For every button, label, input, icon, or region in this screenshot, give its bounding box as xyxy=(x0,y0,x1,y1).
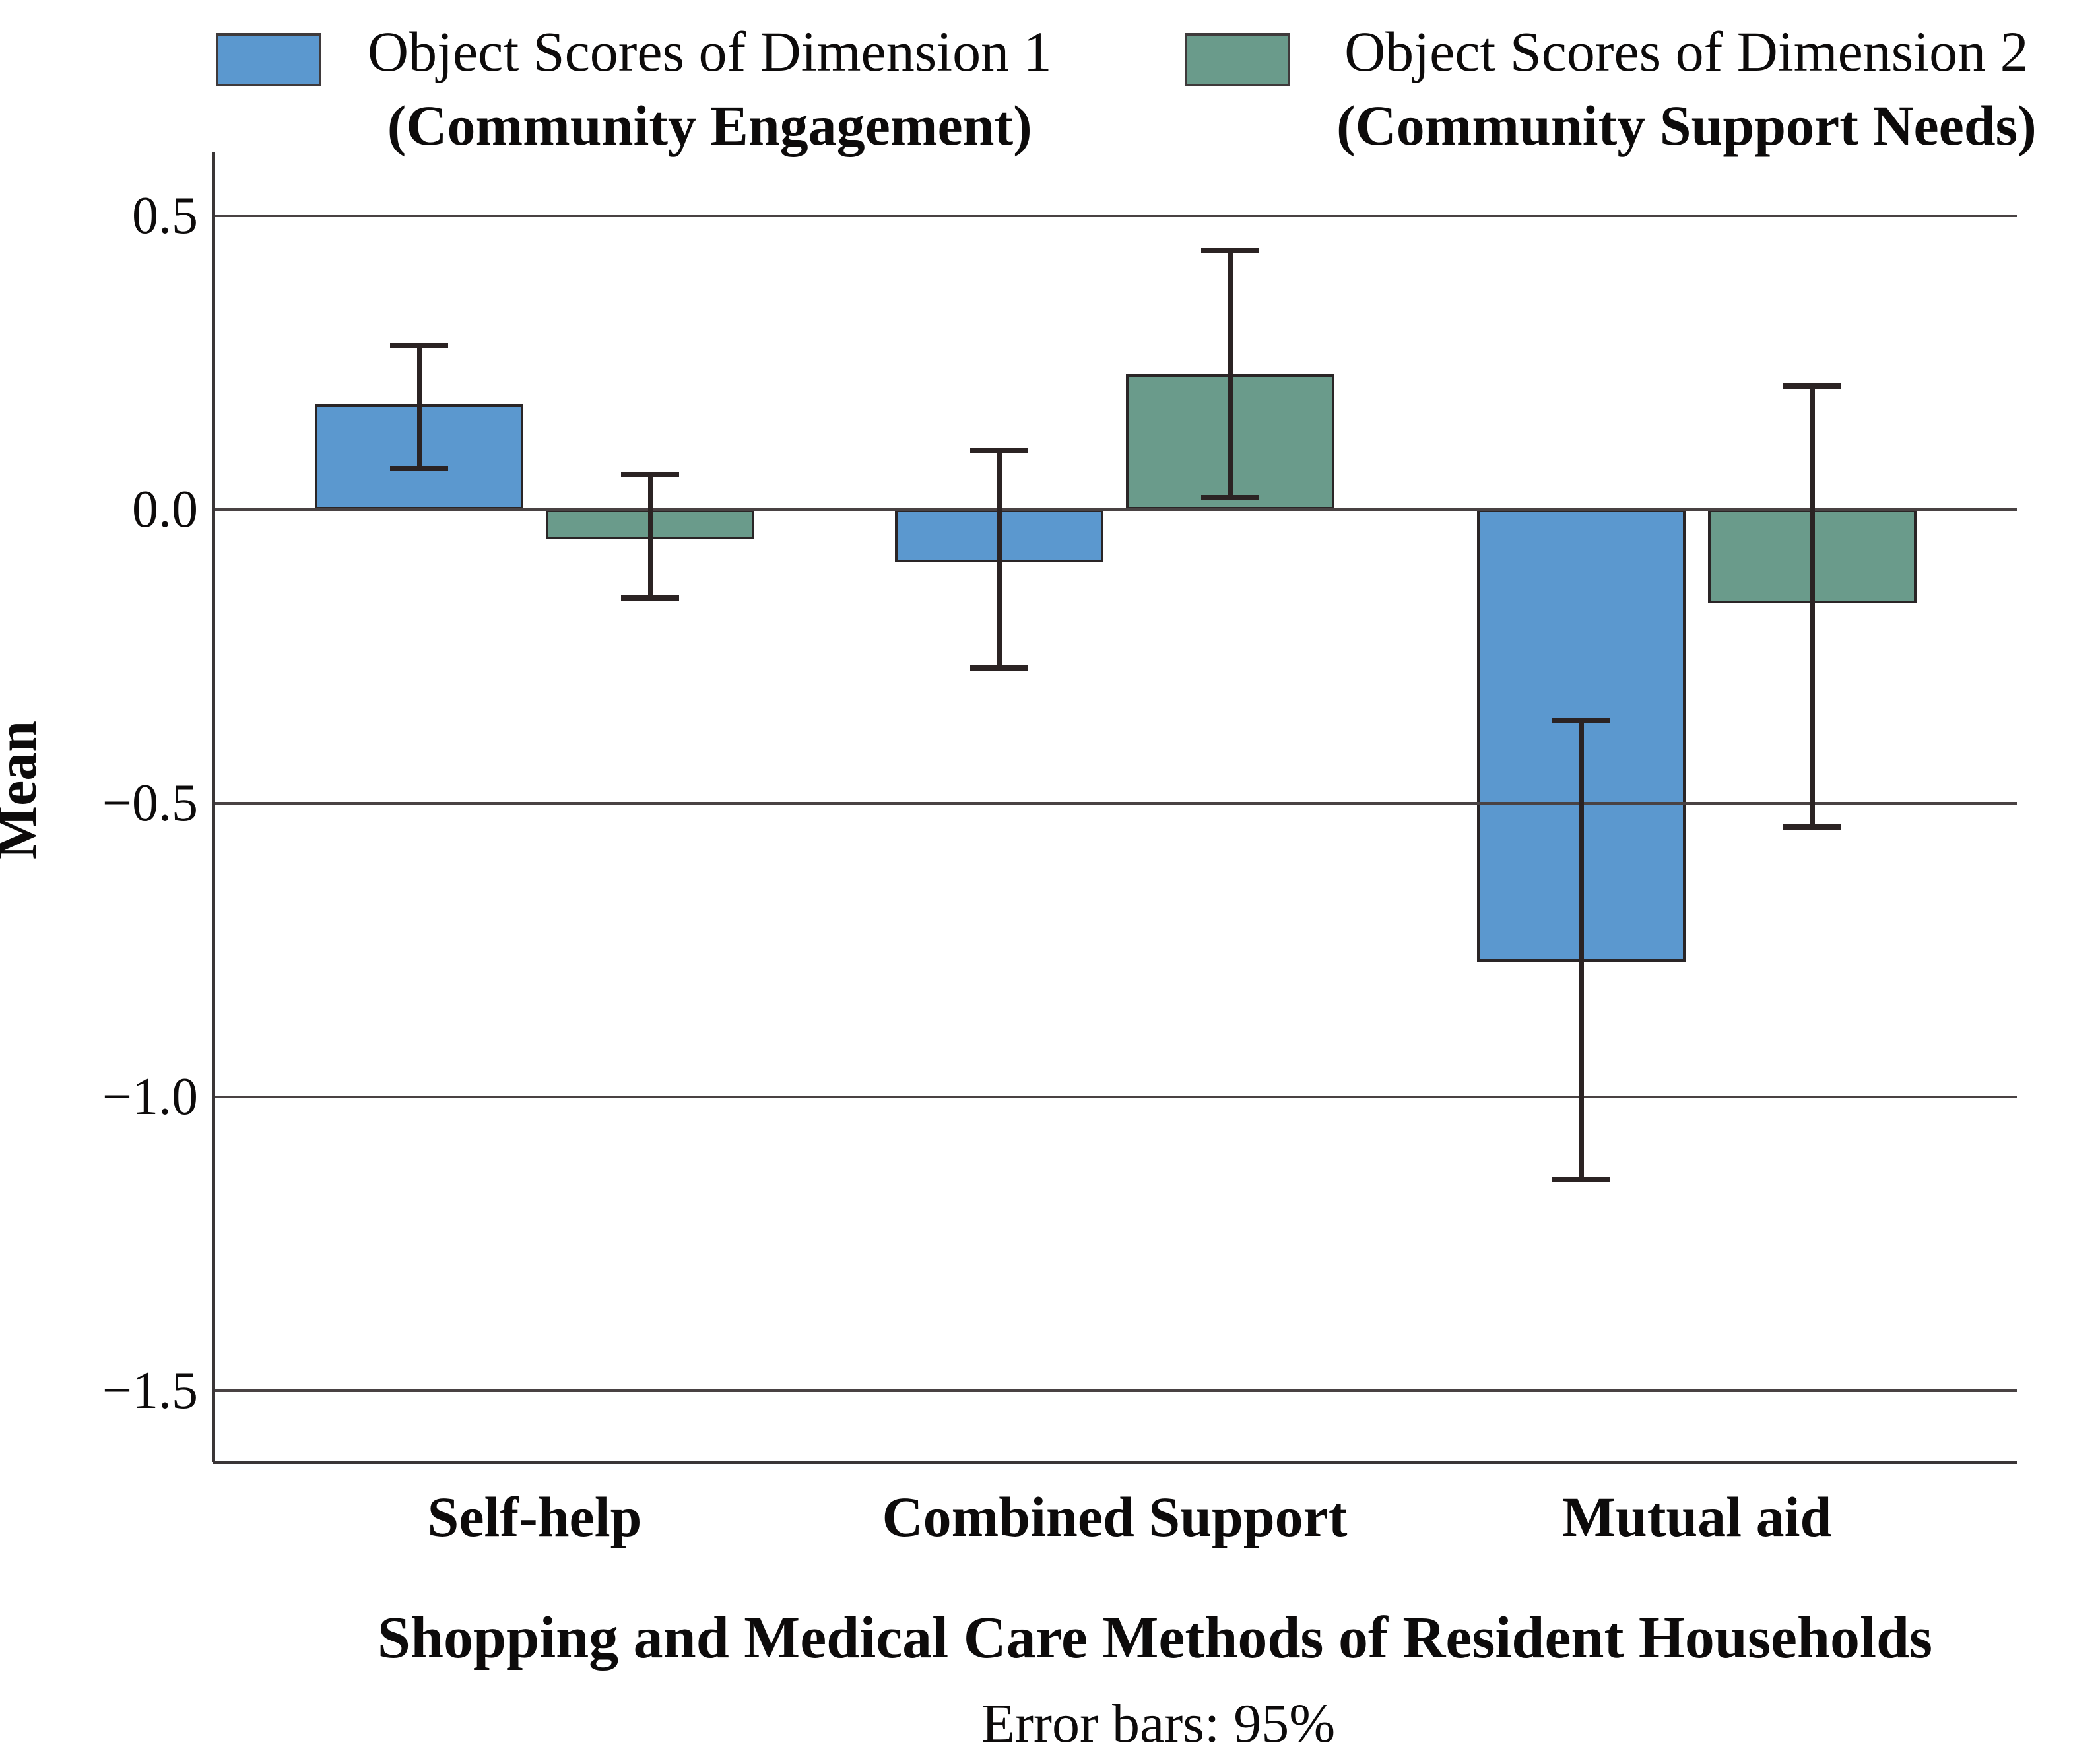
error-bar-cap-high-self-help-series-1 xyxy=(390,342,448,348)
error-bars-footnote: Error bars: 95% xyxy=(981,1693,1336,1754)
legend-text-dimension-1: Object Scores of Dimension 1 (Community … xyxy=(368,15,1052,162)
error-bar-cap-low-combined-support-series-1 xyxy=(970,665,1028,671)
error-bar-cap-low-mutual-aid-series-1 xyxy=(1552,1176,1610,1182)
y-tick-label: −1.0 xyxy=(102,1068,198,1126)
error-bar-cap-low-self-help-series-2 xyxy=(621,595,679,601)
gridline-−0.5 xyxy=(213,802,2017,805)
error-bar-cap-high-combined-support-series-1 xyxy=(970,448,1028,453)
error-bar-cap-low-combined-support-series-2 xyxy=(1201,495,1259,501)
error-bar-cap-high-self-help-series-2 xyxy=(621,471,679,477)
x-tick-label-combined-support: Combined Support xyxy=(882,1485,1348,1548)
error-bar-cap-high-mutual-aid-series-1 xyxy=(1552,718,1610,724)
legend-sublabel-dimension-1: (Community Engagement) xyxy=(387,94,1032,157)
gridline-−1.5 xyxy=(213,1389,2017,1392)
legend-swatch-dimension-1 xyxy=(216,33,321,86)
gridline-0.5 xyxy=(213,215,2017,217)
y-tick-label: 0.0 xyxy=(132,481,198,539)
error-bar-line-mutual-aid-series-1 xyxy=(1579,721,1584,1179)
x-axis-title: Shopping and Medical Care Methods of Res… xyxy=(377,1605,1933,1671)
gridline-0.0 xyxy=(213,508,2017,511)
error-bar-cap-high-mutual-aid-series-2 xyxy=(1783,383,1841,389)
error-bar-cap-high-combined-support-series-2 xyxy=(1201,248,1259,254)
error-bar-line-combined-support-series-2 xyxy=(1228,251,1233,498)
y-tick-label: 0.5 xyxy=(132,187,198,245)
y-tick-label: −1.5 xyxy=(102,1362,198,1420)
error-bar-line-self-help-series-2 xyxy=(647,474,653,598)
error-bar-line-self-help-series-1 xyxy=(416,345,422,469)
legend-text-dimension-2: Object Scores of Dimension 2 (Community … xyxy=(1336,15,2037,162)
legend-swatch-dimension-2 xyxy=(1185,33,1290,86)
x-axis-spine xyxy=(213,1461,2017,1464)
legend-label-dimension-2: Object Scores of Dimension 2 xyxy=(1344,20,2029,83)
y-tick-label: −0.5 xyxy=(102,774,198,832)
x-tick-label-self-help: Self-help xyxy=(427,1485,642,1548)
legend-item-dimension-1: Object Scores of Dimension 1 (Community … xyxy=(216,15,1052,162)
error-bar-cap-low-mutual-aid-series-2 xyxy=(1783,824,1841,830)
gridline-−1.0 xyxy=(213,1096,2017,1098)
legend-sublabel-dimension-2: (Community Support Needs) xyxy=(1336,94,2037,157)
error-bar-cap-low-self-help-series-1 xyxy=(390,465,448,471)
legend-label-dimension-1: Object Scores of Dimension 1 xyxy=(368,20,1052,83)
error-bar-line-combined-support-series-1 xyxy=(997,451,1002,669)
x-tick-label-mutual-aid: Mutual aid xyxy=(1561,1485,1832,1548)
error-bar-line-mutual-aid-series-2 xyxy=(1810,386,1815,827)
y-axis-spine xyxy=(212,152,215,1462)
legend-item-dimension-2: Object Scores of Dimension 2 (Community … xyxy=(1185,15,2037,162)
